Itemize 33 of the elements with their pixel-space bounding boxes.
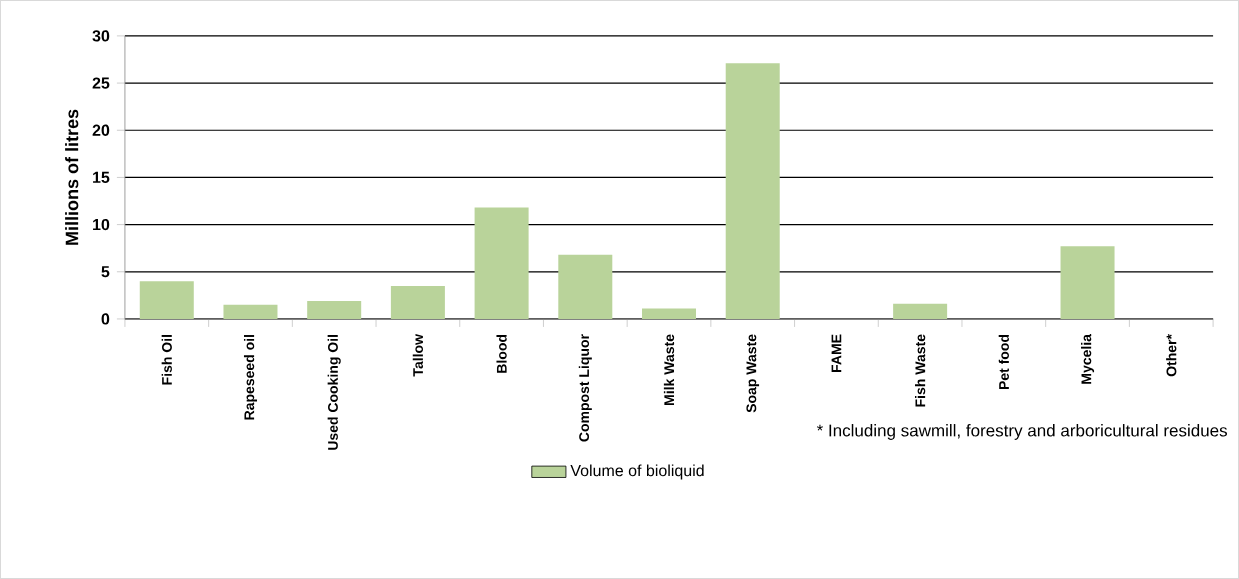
y-axis-title: Millions of litres: [65, 109, 79, 245]
x-tick-label: Compost Liquor: [578, 334, 592, 442]
x-tick-label: Fish Oil: [161, 335, 172, 385]
y-tick-label: 0: [101, 313, 110, 325]
y-tick-label: 20: [92, 124, 110, 136]
text: * Including sawmill, forestry and arboricultural residues: [816, 424, 1227, 440]
bar: [139, 281, 194, 319]
x-tick-label: Tallow: [412, 334, 424, 377]
x-tick-label: Rapeseed oil: [243, 335, 258, 420]
bar: [725, 63, 780, 319]
x-tick-label: Other*: [1166, 334, 1177, 377]
bar: [307, 301, 362, 319]
x-tick-label: Blood: [496, 334, 507, 373]
x-tick-label: Used Cooking Oil: [327, 335, 341, 450]
x-tick-label: Milk Waste: [663, 334, 675, 405]
x-tick-label: Pet food: [998, 335, 1009, 390]
bar: [390, 285, 445, 319]
x-tick-label: FAME: [831, 334, 842, 373]
y-tick-label: 25: [92, 77, 110, 89]
bar: [223, 304, 278, 319]
bar: [642, 308, 697, 319]
x-tick-label: Mycelia: [1081, 333, 1095, 384]
y-tick-label: 5: [101, 266, 110, 278]
bar: [1060, 246, 1115, 319]
bar: [558, 254, 613, 319]
legend-label: Volume of bioliquid: [570, 464, 704, 480]
y-tick-label: 30: [92, 30, 110, 42]
x-tick-label: Fish Waste: [915, 334, 926, 407]
bar: [474, 207, 529, 319]
x-tick-label: Soap Waste: [746, 334, 760, 413]
bar: [893, 303, 948, 319]
y-tick-label: 10: [93, 218, 110, 231]
y-tick-label: 15: [93, 171, 110, 184]
